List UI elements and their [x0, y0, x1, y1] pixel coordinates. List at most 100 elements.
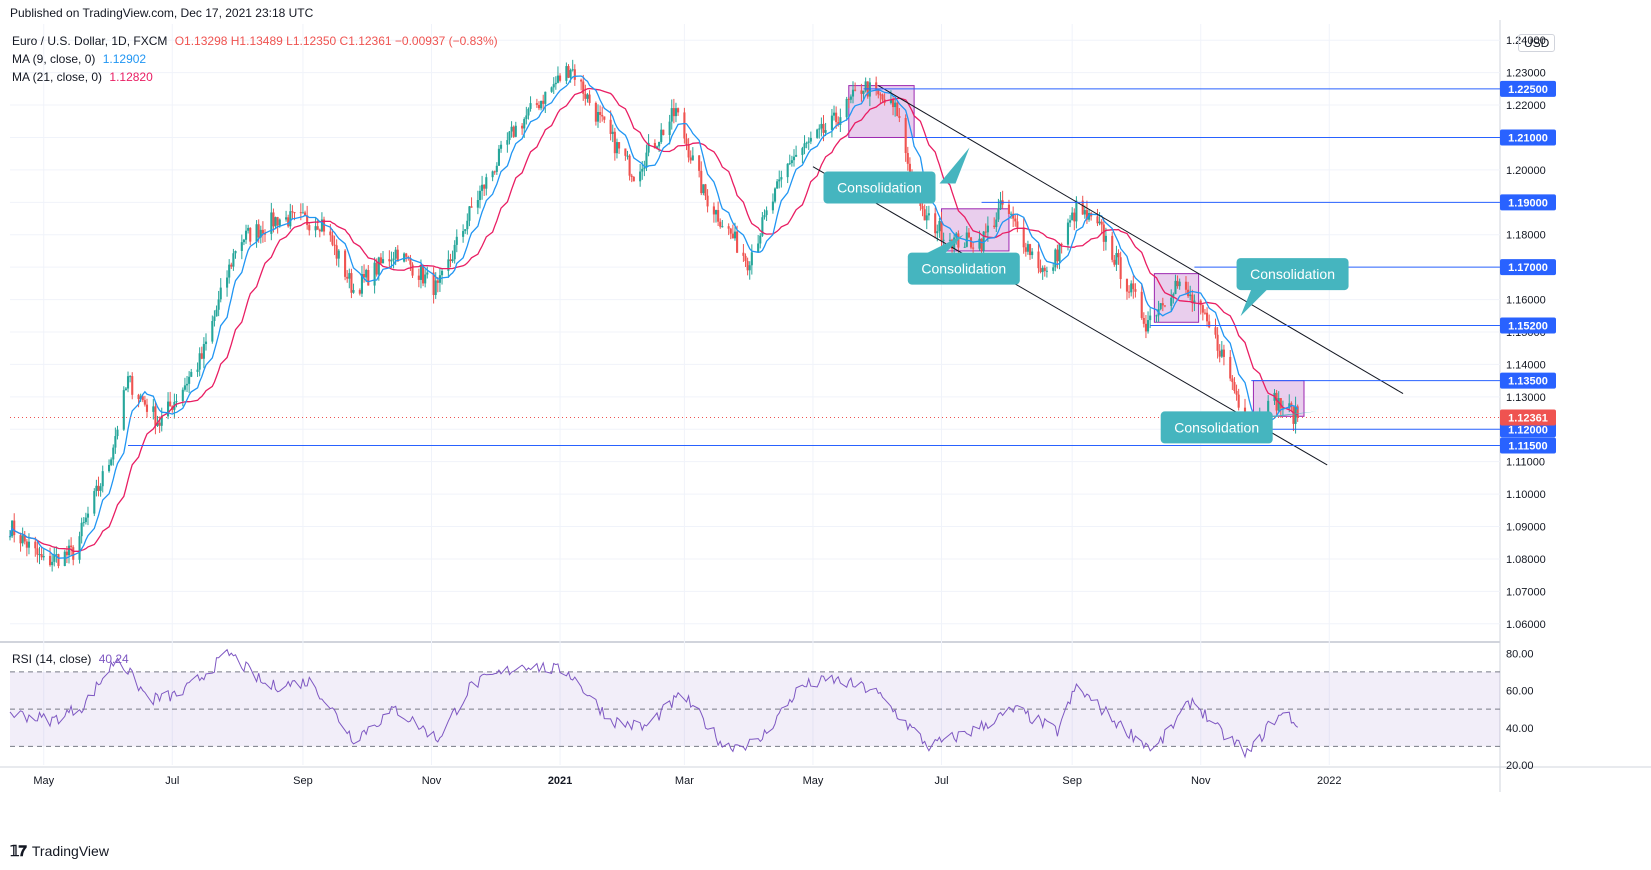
candle-body [291, 211, 294, 213]
candle-body [344, 250, 347, 277]
candle-body [1085, 210, 1088, 220]
candle-body [255, 224, 258, 242]
candle-body [1081, 200, 1084, 215]
candle-body [1208, 321, 1211, 328]
candle-body [759, 235, 762, 244]
consolidation-box [848, 85, 915, 138]
symbol-title[interactable]: Euro / U.S. Dollar, 1D, FXCM O1.13298 H1… [12, 34, 498, 48]
candle-body [786, 163, 789, 178]
candle-body [21, 535, 24, 544]
candle-body [889, 99, 892, 103]
candle-body [835, 112, 838, 123]
candle-body [1113, 259, 1116, 265]
candle-body [624, 148, 627, 156]
candle-body [706, 195, 709, 207]
candle-body [1083, 210, 1086, 215]
price-tick-label: 1.13000 [1506, 392, 1546, 404]
candle-body [875, 82, 878, 90]
candle-body [131, 376, 134, 395]
candle-body [333, 244, 336, 246]
candle-body [396, 249, 399, 262]
candle-body [780, 177, 783, 180]
rsi-legend[interactable]: RSI (14, close) 40.24 [12, 652, 129, 666]
candle-body [535, 103, 538, 105]
last-price-tag [1500, 409, 1556, 426]
candle-body [685, 138, 688, 145]
candle-body [308, 225, 311, 231]
candle-body [1277, 398, 1280, 411]
candle-body [1214, 327, 1217, 335]
candle-body [1144, 323, 1147, 332]
candle-body [468, 206, 471, 221]
candle-body [247, 227, 250, 231]
candle-body [320, 219, 323, 232]
candle-body [25, 541, 28, 548]
candle-body [647, 142, 650, 153]
level-price-tag [1500, 129, 1556, 146]
level-price-label: 1.11500 [1508, 440, 1547, 452]
candle-body [601, 114, 604, 117]
candle-body [495, 165, 498, 172]
candle-body [567, 66, 570, 78]
consolidation-callout [823, 171, 936, 204]
price-tick-label: 1.20000 [1506, 165, 1546, 177]
candle-body [160, 416, 163, 426]
candle-body [687, 144, 690, 158]
candle-body [702, 184, 705, 194]
candle-body [582, 81, 585, 94]
candle-body [202, 344, 205, 359]
candle-body [346, 276, 349, 279]
candle-body [141, 396, 144, 401]
ma21-legend[interactable]: MA (21, close, 0) 1.12820 [12, 70, 153, 84]
candle-body [352, 290, 355, 293]
candle-body [512, 126, 515, 137]
candle-body [476, 200, 479, 208]
tradingview-logo[interactable]: 𝟙𝟕 TradingView [10, 842, 109, 860]
candle-body [55, 554, 58, 556]
candle-body [1170, 297, 1173, 306]
ma9-legend[interactable]: MA (9, close, 0) 1.12902 [12, 52, 146, 66]
time-tick-label: Jul [934, 775, 948, 787]
candle-body [419, 266, 423, 280]
candle-body [639, 171, 642, 182]
candle-body [995, 219, 998, 228]
candle-body [86, 513, 90, 518]
candle-body [80, 522, 83, 537]
candle-body [506, 140, 509, 145]
candle-body [306, 215, 309, 226]
candle-body [1073, 212, 1076, 222]
candle-body [1056, 249, 1059, 262]
candle-body [632, 176, 635, 182]
candle-body [508, 131, 511, 141]
candle-body [862, 90, 865, 94]
candle-body [285, 217, 288, 220]
candle-body [556, 75, 560, 83]
candle-body [124, 388, 127, 391]
candle-body [27, 541, 31, 548]
candle-body [1149, 315, 1152, 321]
currency-button[interactable]: USD [1518, 34, 1556, 52]
rsi-line [9, 648, 1299, 759]
candle-body [301, 212, 304, 214]
candle-body [559, 75, 562, 81]
candle-body [1071, 212, 1074, 221]
candle-body [348, 273, 351, 279]
candle-body [847, 98, 850, 100]
level-price-label: 1.12000 [1508, 424, 1548, 436]
level-price-tag [1500, 317, 1556, 334]
candle-body [746, 261, 749, 271]
candle-body [1022, 227, 1025, 248]
candle-body [215, 309, 218, 317]
candle-body [510, 126, 513, 132]
candle-body [198, 353, 201, 370]
candle-body [1031, 251, 1034, 256]
candle-body [1075, 200, 1078, 222]
candle-body [778, 179, 781, 182]
candle-body [403, 253, 406, 262]
candle-body [455, 236, 458, 245]
candle-body [615, 142, 619, 154]
candle-body [318, 229, 321, 232]
candle-body [78, 536, 81, 560]
candle-body [923, 209, 926, 221]
